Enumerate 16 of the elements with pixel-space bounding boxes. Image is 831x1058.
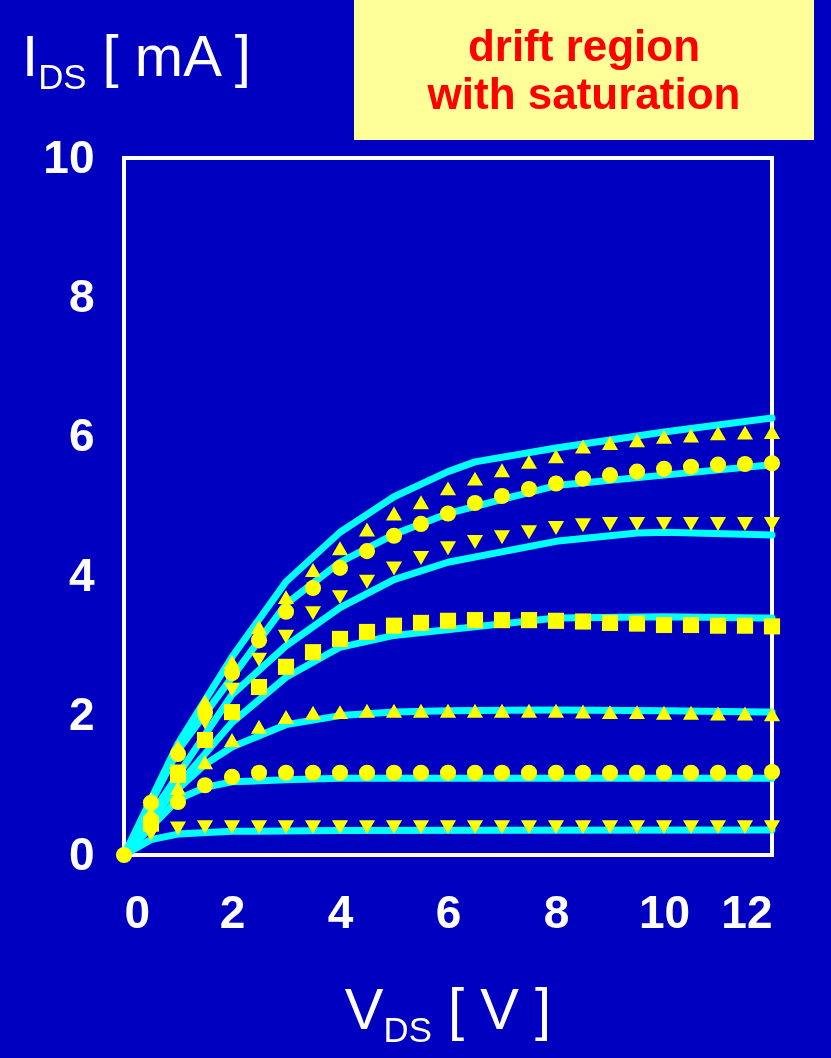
x-tick-label: 10	[638, 885, 691, 938]
x-tick-label: 6	[435, 885, 462, 938]
x-tick-label: 2	[219, 885, 246, 938]
y-tick-label: 6	[68, 409, 95, 462]
y-axis-title: I$_{DS}$ [ mA ]	[22, 22, 251, 97]
x-tick-label: 8	[543, 885, 570, 938]
y-tick-label: 2	[68, 688, 95, 741]
x-axis-title: V$_{DS}$ [ V ]	[343, 975, 553, 1050]
x-tick-label: 4	[327, 885, 354, 938]
y-tick-label: 8	[68, 269, 95, 322]
y-tick-label: 4	[68, 548, 95, 601]
chart-title: drift region with saturation	[354, 0, 814, 140]
y-tick-label: 10	[43, 130, 95, 183]
x-tick-label: 12	[721, 885, 773, 938]
x-tick-label: 0	[124, 885, 151, 938]
y-tick-label: 0	[68, 827, 95, 880]
